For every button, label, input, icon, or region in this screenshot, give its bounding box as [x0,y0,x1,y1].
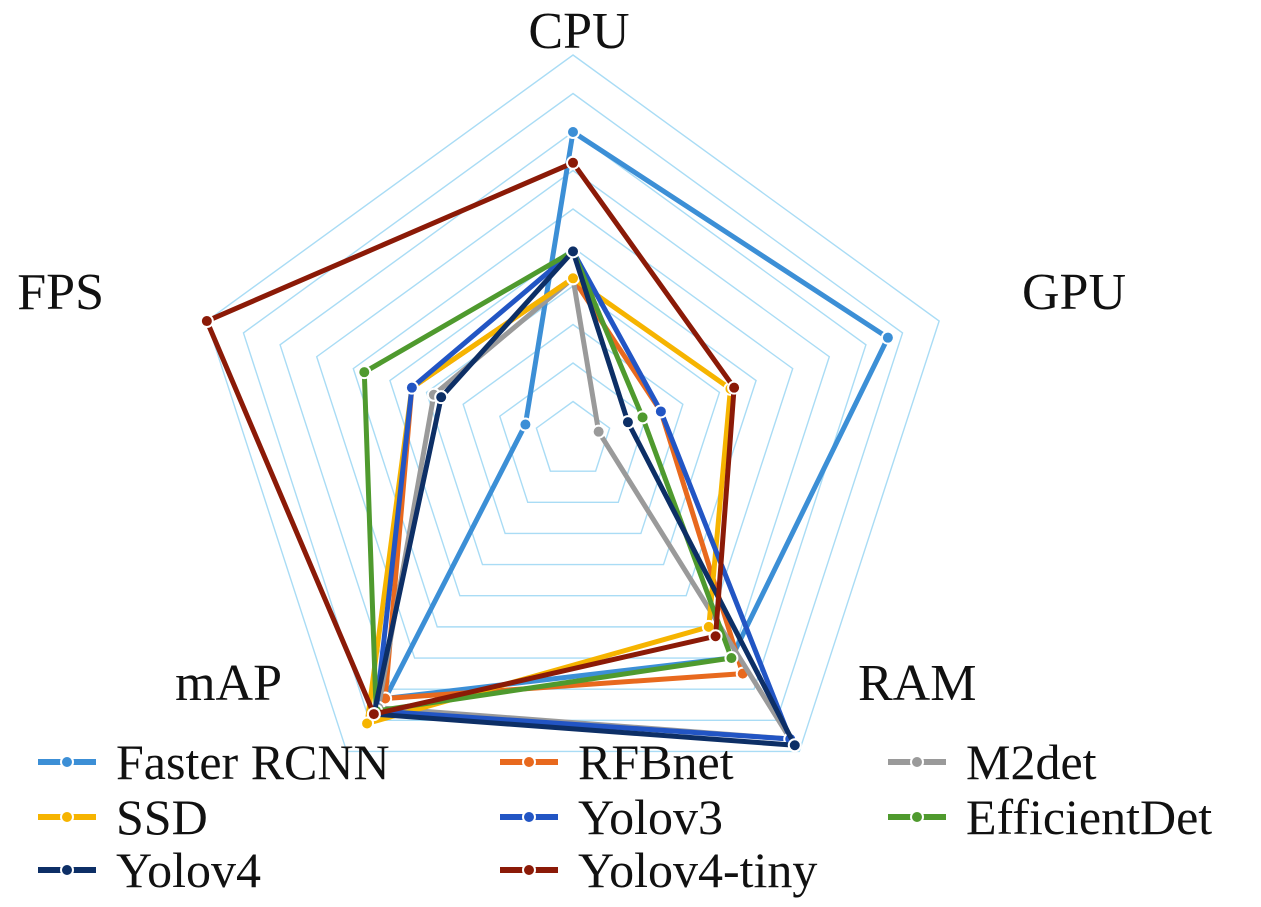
series-point [591,424,606,439]
series-point [357,365,372,380]
series-yolov4 [366,244,802,753]
series-point [635,410,650,425]
legend-item: RFBnet [500,734,734,790]
axis-label-ram: RAM [858,655,976,712]
axis-labels: CPU GPU RAM mAP FPS [17,3,1126,712]
legend-item: M2det [888,734,1097,790]
legend-label: Yolov4 [116,842,261,898]
legend-item: SSD [38,789,208,845]
grid-ring [389,246,757,597]
series-layer [199,125,895,753]
legend-swatch-marker [60,810,74,824]
legend-swatch-marker [910,810,924,824]
series-point [199,314,214,329]
series-line [361,248,734,714]
legend-label: Yolov3 [578,789,723,845]
grid-ring [462,323,684,535]
series-line [382,129,891,702]
series-line [204,160,737,717]
legend-swatch-marker [522,755,536,769]
series-point [404,380,419,395]
series-point [708,629,723,644]
grid-ring [425,285,721,566]
legend-item: EfficientDet [888,789,1212,845]
series-point [727,380,742,395]
axis-label-map: mAP [175,655,282,712]
legend-swatch-marker [910,755,924,769]
grid-ring [352,208,794,628]
legend-item: Yolov3 [500,789,723,845]
series-point [787,738,802,753]
series-point [566,155,580,170]
legend-swatch-marker [60,863,74,877]
legend-label: RFBnet [578,734,734,790]
series-line [375,275,793,742]
series-point [434,390,449,405]
legend-item: Yolov4-tiny [500,842,817,898]
legend-swatch-marker [522,863,536,877]
grid-ring [206,54,940,753]
series-point [566,271,580,286]
legend-label: M2det [966,734,1097,790]
legend-label: EfficientDet [966,789,1212,845]
series-point [518,417,533,432]
series-line [373,248,793,742]
axis-label-cpu: CPU [528,3,629,60]
series-point [724,651,739,666]
legend-label: Yolov4-tiny [578,842,817,898]
series-point [653,404,668,419]
series-point [366,707,381,722]
legend-swatch-marker [522,810,536,824]
legend: Faster RCNN RFBnet M2det SSD Yolov3 Efficient… [38,734,1212,898]
series-point [566,125,580,139]
grid-ring [535,400,611,472]
axis-label-gpu: GPU [1022,264,1126,321]
series-yolov4-tiny [199,155,742,722]
grid-ring [315,169,831,659]
series-yolov3 [369,244,798,747]
series-point [880,330,895,345]
legend-item: Faster RCNN [38,734,390,790]
series-line [371,248,798,748]
legend-label: Faster RCNN [116,734,390,790]
series-point [566,244,580,259]
grid-ring [279,131,867,690]
grid-ring [498,362,648,503]
legend-label: SSD [116,789,208,845]
series-point [360,716,375,731]
series-point [620,415,635,430]
legend-item: Yolov4 [38,842,261,898]
axis-label-fps: FPS [17,264,104,321]
legend-swatch-marker [60,755,74,769]
